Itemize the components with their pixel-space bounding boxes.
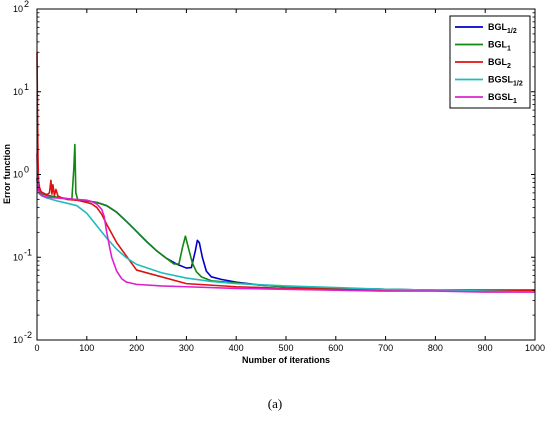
y-tick-exponent: 2 [24,0,29,9]
error-function-chart: 0 100 200 300 400 500 600 700 800 900 1000 10 -210-… [2,0,545,365]
series-layer [36,52,536,293]
y-tick-label: 10 [13,252,23,262]
x-tick-label: 700 [378,343,393,353]
x-tick-label: 900 [478,343,493,353]
y-tick-label: 10 [13,335,23,345]
y-axis-label: Error function [2,144,12,204]
y-tick-label: 10 [13,170,23,180]
legend-label: BGL2 [488,57,511,70]
series-line-bgsl-1 [36,153,535,293]
y-tick-exponent: -1 [24,247,32,257]
x-tick-label: 0 [34,343,39,353]
x-axis-ticks: 0 100 200 300 400 500 600 700 800 900 1000 [34,9,545,353]
x-tick-label: 200 [129,343,144,353]
legend-label: BGL1 [488,40,511,53]
x-tick-label: 100 [79,343,94,353]
x-axis-label: Number of iterations [242,355,330,365]
y-tick-exponent: -2 [24,330,32,340]
y-tick-exponent: 1 [24,82,29,92]
x-tick-label: 600 [328,343,343,353]
x-tick-label: 300 [179,343,194,353]
figure-caption: (a) [267,396,283,411]
x-tick-label: 400 [229,343,244,353]
legend-label: BGSL1 [488,92,517,105]
x-tick-label: 500 [278,343,293,353]
x-tick-label: 800 [428,343,443,353]
y-tick-label: 10 [13,87,23,97]
y-tick-exponent: 0 [24,165,29,175]
x-tick-label: 1000 [525,343,545,353]
y-tick-label: 10 [13,4,23,14]
